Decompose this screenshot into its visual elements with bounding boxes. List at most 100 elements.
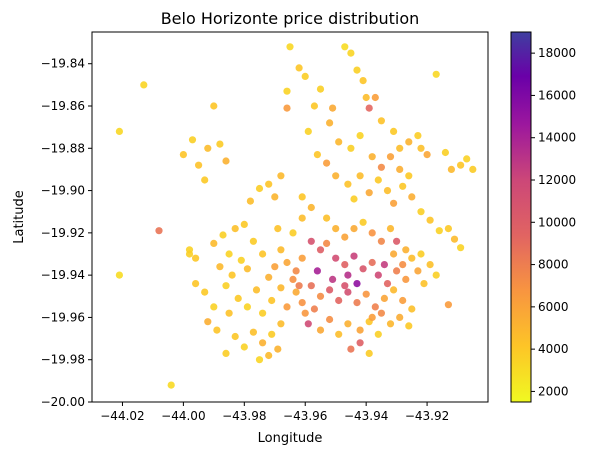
data-point (414, 267, 422, 275)
data-point (326, 119, 334, 127)
data-point (277, 172, 285, 180)
data-point (316, 246, 325, 254)
data-point (201, 176, 209, 184)
data-point (441, 148, 449, 157)
data-point (377, 163, 385, 171)
data-point (310, 102, 318, 110)
data-point (402, 246, 410, 254)
x-tick-label: −43.94 (344, 409, 388, 423)
data-point (286, 43, 294, 51)
data-point (234, 294, 242, 302)
data-point (390, 127, 398, 135)
data-point (417, 250, 425, 258)
y-tick-label: −19.96 (41, 310, 85, 324)
data-point (155, 227, 163, 235)
data-point (274, 345, 282, 353)
data-point (295, 64, 303, 72)
data-point (316, 326, 325, 334)
y-axis: −19.84 −19.86 −19.88 −19.90 −19.92 −19.94 −19.… (41, 57, 92, 409)
x-tick-label: −44.00 (161, 409, 205, 423)
data-point (341, 261, 349, 269)
data-point (216, 263, 224, 271)
data-point (332, 225, 340, 233)
data-point (240, 220, 248, 228)
data-point (295, 282, 303, 290)
data-point (167, 381, 175, 389)
data-point (386, 153, 395, 161)
data-point (329, 275, 337, 283)
data-point (210, 303, 218, 311)
data-point (408, 254, 416, 262)
data-point (362, 290, 370, 298)
data-point (222, 349, 230, 357)
data-point (283, 303, 291, 311)
data-point (457, 161, 465, 169)
data-point (365, 349, 373, 357)
data-point (344, 320, 352, 328)
data-point (341, 43, 349, 51)
data-point (396, 313, 404, 321)
data-point (332, 254, 340, 262)
data-point (292, 288, 300, 296)
data-point (390, 286, 398, 294)
data-point (228, 271, 236, 279)
data-point (115, 271, 123, 279)
data-point (231, 332, 239, 341)
data-point (350, 195, 358, 203)
data-point (335, 330, 343, 338)
points-layer (115, 43, 477, 389)
data-point (329, 104, 337, 112)
data-point (323, 239, 331, 247)
data-point (289, 275, 297, 283)
data-point (408, 305, 416, 313)
y-axis-label: Latitude (12, 190, 27, 244)
data-point (426, 261, 434, 269)
data-point (359, 77, 367, 85)
data-point (359, 265, 367, 273)
data-point (399, 261, 407, 269)
data-point (222, 157, 230, 165)
data-point (417, 208, 425, 216)
data-point (259, 309, 267, 317)
data-point (414, 132, 422, 140)
data-point (213, 326, 221, 334)
colorbar-axis: 2000 4000 6000 8000 10000 12000 14000 16000 1800… (531, 46, 576, 398)
data-point (341, 233, 349, 241)
data-point (283, 104, 291, 112)
data-point (417, 144, 425, 152)
data-point (374, 271, 382, 279)
x-tick-label: −43.96 (283, 409, 327, 423)
data-point (237, 256, 245, 264)
data-point (249, 237, 257, 245)
data-point (356, 339, 364, 347)
data-point (399, 182, 407, 190)
data-point (447, 165, 455, 173)
data-point (402, 275, 410, 283)
data-point (457, 244, 465, 252)
data-point (204, 144, 212, 152)
data-point (444, 225, 452, 233)
data-point (265, 351, 273, 360)
data-point (307, 282, 315, 290)
data-point (365, 104, 373, 112)
data-point (405, 172, 413, 180)
data-point (332, 172, 340, 180)
data-point (408, 193, 416, 201)
colorbar-tick-label: 4000 (538, 342, 569, 356)
x-tick-label: −43.98 (222, 409, 266, 423)
data-point (298, 254, 306, 262)
data-point (356, 172, 364, 180)
data-point (368, 313, 376, 321)
data-point (210, 239, 218, 247)
data-point (432, 271, 440, 279)
y-tick-label: −19.86 (41, 99, 85, 113)
colorbar-tick-label: 8000 (538, 258, 569, 272)
chart-title: Belo Horizonte price distribution (161, 9, 420, 28)
data-point (326, 315, 334, 324)
data-point (383, 280, 392, 288)
data-point (405, 322, 413, 330)
data-point (246, 197, 254, 205)
data-point (204, 318, 212, 326)
data-point (316, 85, 325, 93)
data-point (356, 132, 364, 140)
